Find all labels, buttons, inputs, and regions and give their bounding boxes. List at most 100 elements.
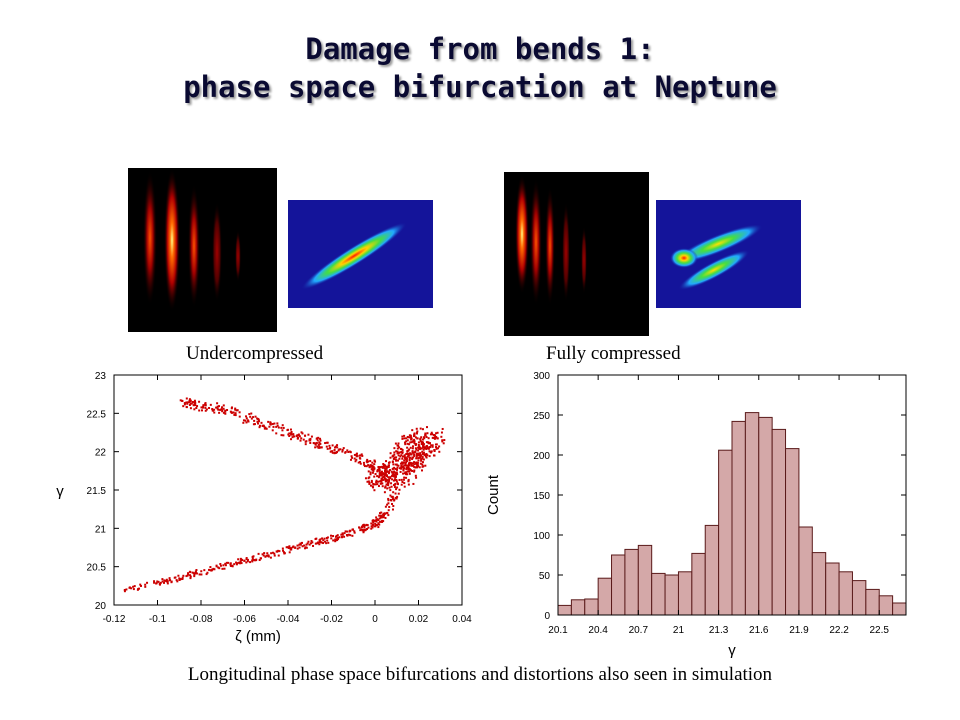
scatter-point [425,447,428,450]
histogram-bar [771,428,787,616]
scatter-point [403,437,406,440]
scatter-point [319,437,322,440]
scatter-point [379,482,382,485]
scatter-point [425,456,428,459]
scatter-point [132,588,135,591]
scatter-point [193,399,196,402]
y-tick-label: 20.5 [87,563,107,574]
scatter-point [336,444,339,447]
scatter-point [358,457,361,460]
scatter-point [435,432,438,435]
scatter-point [265,554,268,557]
scatter-point [367,470,370,473]
scatter-point [412,451,415,454]
scatter-point [392,484,395,487]
scatter-point [258,424,261,427]
scatter-point [426,432,429,435]
scatter-point [249,561,252,564]
scatter-point [202,404,205,407]
scatter-point [410,436,413,439]
scatter-point [175,579,178,582]
scatter-point [306,542,309,545]
y-tick-label: 22 [95,448,107,459]
scatter-point [338,536,341,539]
scatter-point [196,405,199,408]
scatter-point [420,443,423,446]
scatter-point [413,470,416,473]
scatter-point [244,419,247,422]
scatter-point [330,537,333,540]
scatter-point [294,546,297,549]
scatter-point [200,570,203,573]
scatter-point [372,468,375,471]
scatter-point [391,473,394,476]
scatter-point [189,399,192,402]
scatter-point [406,453,409,456]
x-tick-label: 22.2 [829,625,849,636]
scatter-point [229,410,232,413]
scatter-point [341,450,344,453]
scatter-point [251,557,254,560]
scatter-point [411,469,414,472]
scatter-point [266,552,269,555]
scatter-point [316,439,319,442]
scatter-point [314,446,317,449]
histogram-bar [664,574,679,616]
scatter-point [209,569,212,572]
scatter-point [394,442,397,445]
scatter-point [424,432,427,435]
scatter-point [406,455,409,458]
histogram-bar [878,595,894,616]
scatter-point [246,558,249,561]
scatter-point [401,457,404,460]
scatter-point [416,463,419,466]
scatter-point [408,448,411,451]
scatter-point [186,574,189,577]
scatter-point [403,482,406,485]
scatter-point [251,559,254,562]
scatter-point [236,562,239,565]
scatter-point [215,406,218,409]
scatter-point [264,555,267,558]
scatter-point [301,545,304,548]
scatter-point [331,444,334,447]
scatter-point [438,445,441,448]
scatter-point [418,446,421,449]
scatter-point [397,492,400,495]
scatter-point [417,454,420,457]
scatter-point [414,474,417,477]
scatter-point [380,516,383,519]
scatter-point [374,472,377,475]
scatter-point [250,417,253,420]
scatter-point [221,406,224,409]
scatter-point [297,434,300,437]
caption-undercompressed: Undercompressed [186,343,324,364]
scatter-point [254,415,257,418]
scatter-point [401,481,404,484]
scatter-point [392,475,395,478]
scatter-point [390,495,393,498]
scatter-point [391,498,394,501]
scatter-point [354,460,357,463]
scatter-point [377,485,380,488]
scatter-point [385,483,388,486]
scatter-point [353,453,356,456]
scatter-point [189,575,192,578]
scatter-point [406,450,409,453]
scatter-point [288,545,291,548]
scatter-point [406,439,409,442]
scatter-point [401,462,404,465]
scatter-point [414,436,417,439]
scatter-point [420,458,423,461]
x-tick-label: -0.1 [149,614,167,625]
scatter-point [317,443,320,446]
scatter-point [363,526,366,529]
scatter-point [393,466,396,469]
scatter-point [205,408,208,411]
scatter-point [355,452,358,455]
scatter-point [430,444,433,447]
x-axis-label: ζ (mm) [235,628,281,645]
scatter-point [407,466,410,469]
scatter-point [373,467,376,470]
scatter-point [393,453,396,456]
